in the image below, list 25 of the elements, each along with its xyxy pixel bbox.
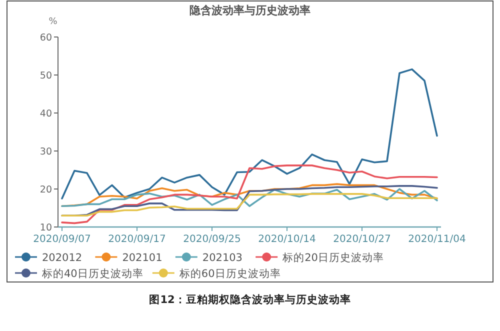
line-series <box>61 193 438 216</box>
legend-label: 202101 <box>122 252 162 264</box>
legend-label: 202103 <box>202 252 242 264</box>
y-tick-label: 10 <box>40 222 52 234</box>
line-series <box>61 164 438 224</box>
legend-label: 标的20日历史波动率 <box>282 251 384 264</box>
line-series <box>61 68 438 200</box>
legend-label: 标的60日历史波动率 <box>178 267 281 280</box>
legend-label: 202012 <box>42 252 82 264</box>
y-axis-title: % <box>48 17 58 27</box>
x-tick-label: 2020/10/14 <box>258 234 316 245</box>
chart-title: 隐含波动率与历史波动率 <box>190 4 310 17</box>
x-tick-label: 2020/10/27 <box>333 234 391 245</box>
x-tick-label: 2020/09/17 <box>108 234 166 245</box>
x-tick-label: 2020/11/04 <box>408 234 466 245</box>
y-tick-label: 30 <box>40 146 52 158</box>
caption: 图12：豆粕期权隐含波动率与历史波动率 <box>149 293 351 306</box>
y-tick-label: 20 <box>40 184 52 196</box>
line-series <box>61 188 438 207</box>
y-tick-label: 60 <box>40 32 52 44</box>
x-tick-label: 2020/09/07 <box>33 234 91 245</box>
legend-label: 标的40日历史波动率 <box>41 267 144 280</box>
x-tick-label: 2020/09/25 <box>183 234 241 245</box>
y-tick-label: 40 <box>40 108 52 120</box>
y-tick-label: 50 <box>40 70 52 82</box>
